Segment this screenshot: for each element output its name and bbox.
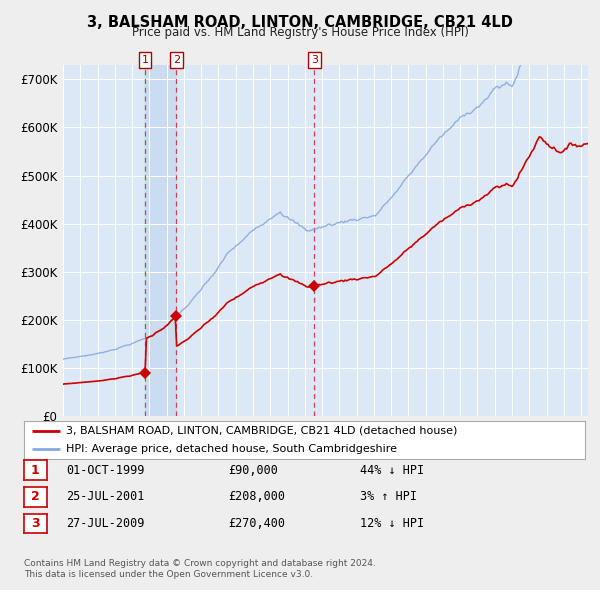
Text: £208,000: £208,000 — [228, 490, 285, 503]
Text: 3% ↑ HPI: 3% ↑ HPI — [360, 490, 417, 503]
Text: 01-OCT-1999: 01-OCT-1999 — [66, 464, 145, 477]
Text: 25-JUL-2001: 25-JUL-2001 — [66, 490, 145, 503]
Text: £90,000: £90,000 — [228, 464, 278, 477]
Text: £270,400: £270,400 — [228, 517, 285, 530]
Text: 1: 1 — [142, 55, 149, 65]
Text: 3, BALSHAM ROAD, LINTON, CAMBRIDGE, CB21 4LD (detached house): 3, BALSHAM ROAD, LINTON, CAMBRIDGE, CB21… — [66, 425, 457, 435]
Text: This data is licensed under the Open Government Licence v3.0.: This data is licensed under the Open Gov… — [24, 571, 313, 579]
Text: HPI: Average price, detached house, South Cambridgeshire: HPI: Average price, detached house, Sout… — [66, 444, 397, 454]
Text: 1: 1 — [31, 464, 40, 477]
Text: 3: 3 — [311, 55, 318, 65]
Bar — [145, 65, 176, 416]
Text: 27-JUL-2009: 27-JUL-2009 — [66, 517, 145, 530]
Text: Price paid vs. HM Land Registry's House Price Index (HPI): Price paid vs. HM Land Registry's House … — [131, 26, 469, 39]
Text: 44% ↓ HPI: 44% ↓ HPI — [360, 464, 424, 477]
Text: 3, BALSHAM ROAD, LINTON, CAMBRIDGE, CB21 4LD: 3, BALSHAM ROAD, LINTON, CAMBRIDGE, CB21… — [87, 15, 513, 30]
Text: 12% ↓ HPI: 12% ↓ HPI — [360, 517, 424, 530]
Text: Contains HM Land Registry data © Crown copyright and database right 2024.: Contains HM Land Registry data © Crown c… — [24, 559, 376, 568]
Text: 2: 2 — [173, 55, 180, 65]
Text: 3: 3 — [31, 517, 40, 530]
Text: 2: 2 — [31, 490, 40, 503]
